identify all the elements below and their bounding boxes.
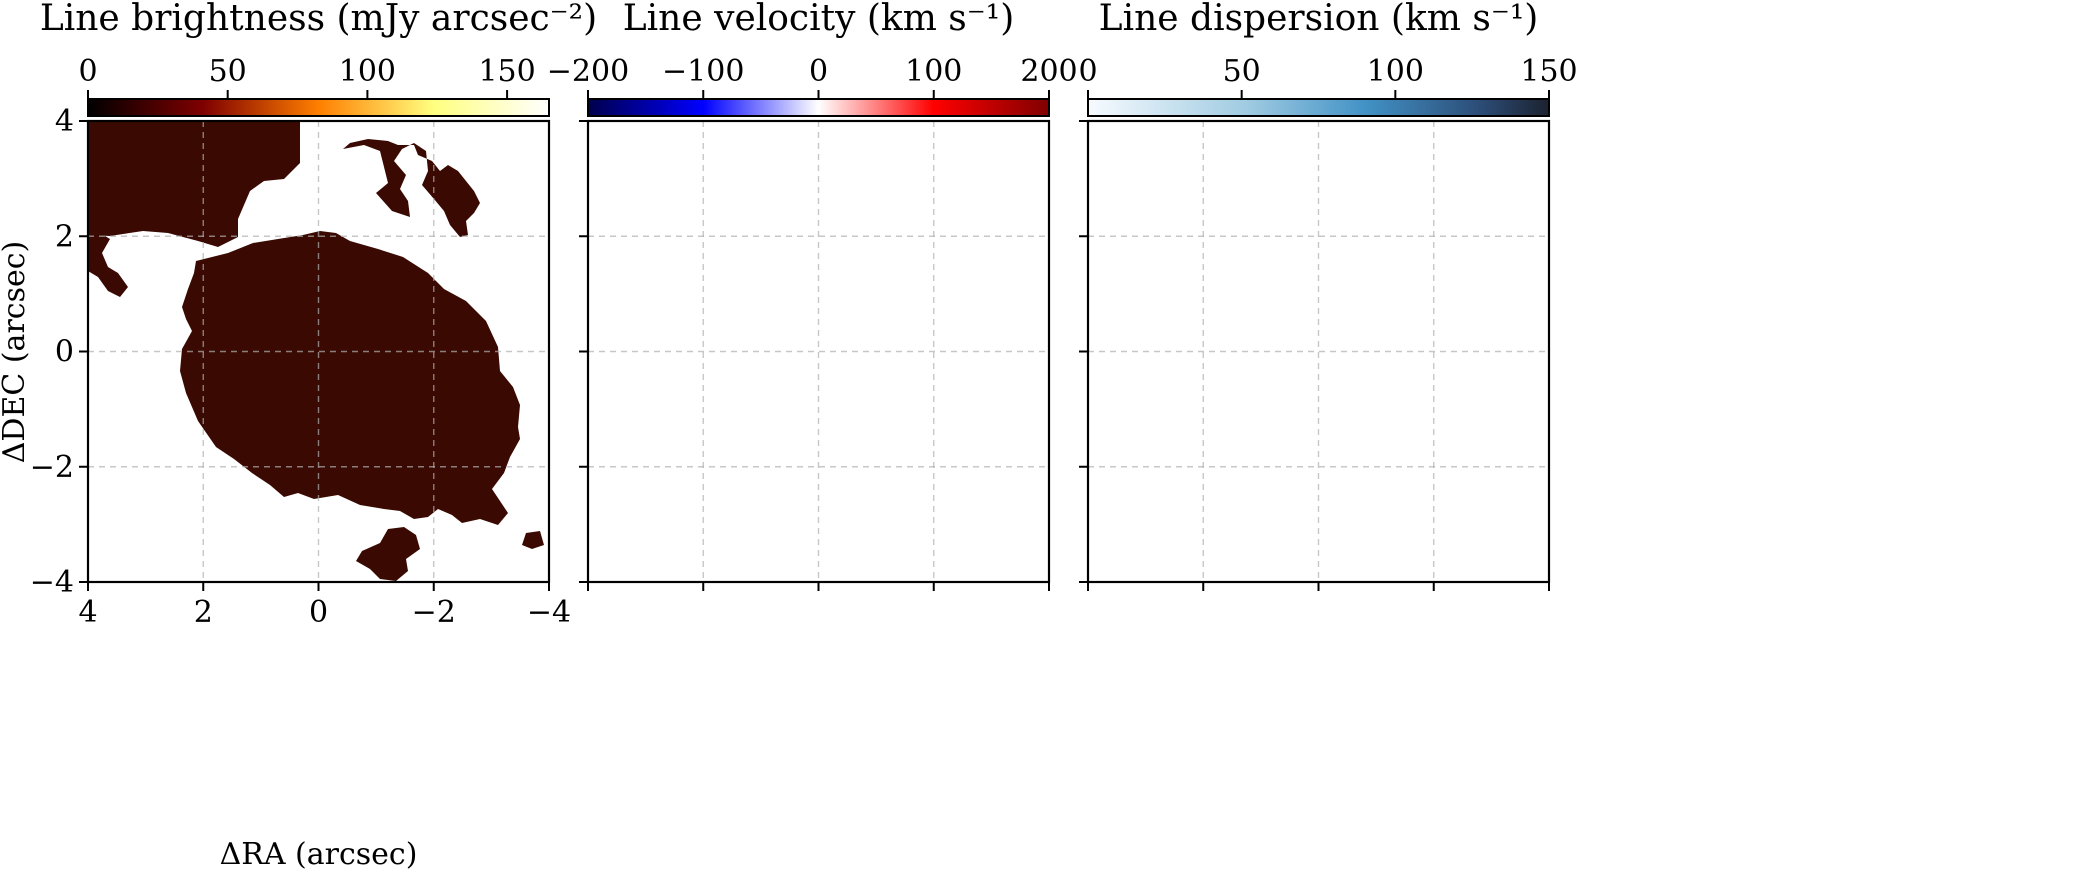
colorbar-tick-label: 50 (1223, 54, 1261, 89)
y-tick-label: −2 (30, 450, 74, 485)
y-tick-label: 0 (55, 335, 74, 370)
colorbar (587, 98, 1050, 117)
x-tick-label: 0 (309, 595, 328, 630)
colorbar-tick-label: 100 (1367, 54, 1424, 89)
chart-2: 0 50 100 150 Line dispersion (km s⁻¹) (1078, 0, 1578, 591)
chart-title: Line velocity (km s⁻¹) (623, 0, 1015, 39)
y-tick-label: −4 (30, 565, 74, 600)
chart-title: Line brightness (mJy arcsec⁻²) (40, 0, 597, 39)
x-tick-label: −4 (527, 595, 571, 630)
colorbar-tick-label: 0 (78, 54, 97, 89)
colorbar-tick-label: 0 (1078, 54, 1097, 89)
x-tick-label: −2 (412, 595, 456, 630)
y-axis-label: ΔDEC (arcsec) (0, 241, 32, 464)
colorbar-tick-label: −200 (547, 54, 629, 89)
colorbar-tick-label: 150 (1520, 54, 1577, 89)
colorbar-tick-label: 150 (478, 54, 535, 89)
x-axis-label: ΔRA (arcsec) (220, 837, 418, 872)
colorbar-tick-label: −100 (662, 54, 744, 89)
colorbar-tick-label: 200 (1020, 54, 1077, 89)
panel-velocity (588, 121, 1044, 581)
panel-dispersion (1088, 121, 1544, 581)
y-tick-label: 4 (55, 104, 74, 139)
colorbar-tick-label: 100 (339, 54, 396, 89)
dispersion-map (1088, 121, 1544, 581)
x-tick-label: 4 (78, 595, 97, 630)
colorbar-tick-label: 100 (905, 54, 962, 89)
y-tick-label: 2 (55, 219, 74, 254)
colorbar-tick-label: 0 (809, 54, 828, 89)
colorbar (87, 98, 550, 117)
x-tick-label: 2 (194, 595, 213, 630)
colorbar (1087, 98, 1550, 117)
chart-title: Line dispersion (km s⁻¹) (1099, 0, 1539, 39)
velocity-map (588, 121, 1044, 581)
colorbar-tick-label: 50 (209, 54, 247, 89)
